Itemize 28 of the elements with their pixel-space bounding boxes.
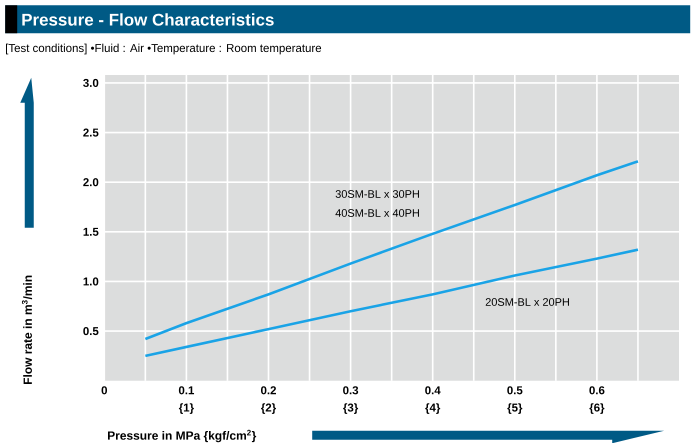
x-tick-label: 0 — [102, 386, 108, 394]
chart-subtitle: [Test conditions] •Fluid : Air •Temperature : Room temperature — [6, 44, 322, 54]
x-tick-label: 0.2 — [260, 386, 276, 394]
x-tick-label: 0.1 — [178, 386, 194, 394]
annotation: 40SM-BL x 40PH — [335, 209, 419, 217]
x-tick-label: 0.4 — [425, 386, 441, 394]
y-axis-title: Flow rate in m$^{3}$/min — [22, 276, 32, 384]
y-tick-label: 2.0 — [83, 178, 98, 186]
y-tick-label: 3.0 — [83, 78, 98, 87]
x2-tick-label: {6} — [589, 403, 604, 414]
x-axis-title: Pressure in MPa {kgf/cm$^{2}$} — [108, 430, 256, 442]
annotation: 30SM-BL x 30PH — [336, 190, 419, 198]
x2-tick-label: {1} — [178, 403, 194, 414]
y-tick-label: 1.5 — [84, 228, 98, 236]
y-tick-label: 2.5 — [83, 128, 98, 137]
x2-tick-label: {2} — [261, 403, 276, 414]
x2-tick-label: {5} — [507, 403, 522, 414]
x-tick-label: 0.5 — [507, 386, 522, 394]
line-series — [144, 248, 640, 358]
x-tick-label: 0.6 — [589, 386, 604, 394]
line-series — [144, 160, 640, 340]
x-tick-label: 0.3 — [343, 386, 358, 394]
x2-tick-label: {4} — [425, 403, 440, 414]
y-tick-label: 1.0 — [84, 277, 98, 286]
x2-tick-label: {3} — [343, 403, 358, 414]
annotation: 20SM-BL x 20PH — [486, 298, 569, 306]
chart-title: Pressure - Flow Characteristics — [22, 13, 274, 26]
y-tick-label: 0.5 — [83, 327, 98, 336]
